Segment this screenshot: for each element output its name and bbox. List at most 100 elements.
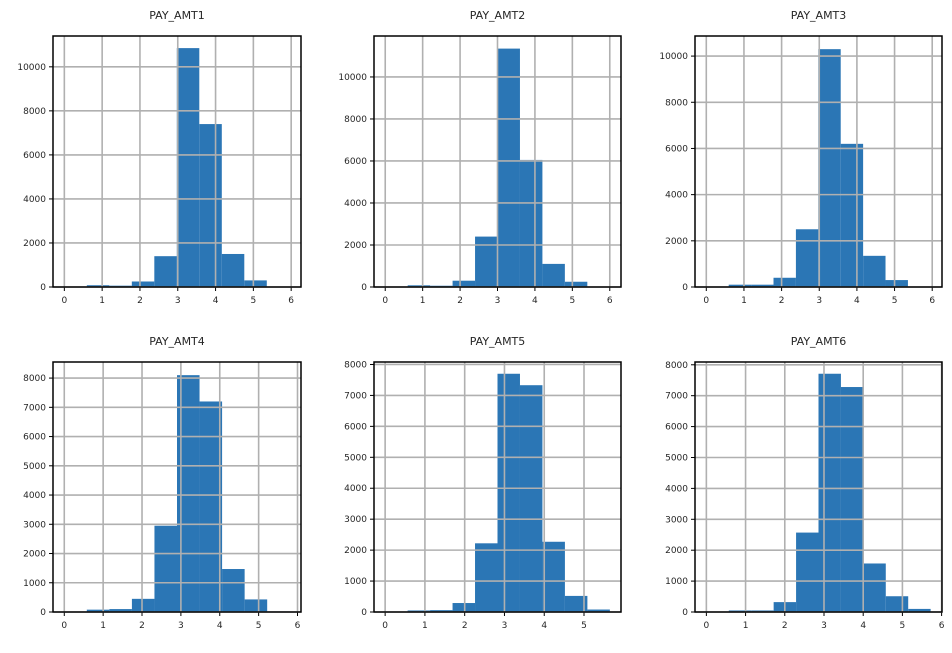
y-tick-label: 0: [361, 283, 367, 293]
y-tick-label: 5000: [344, 453, 367, 463]
histogram-bar: [520, 385, 542, 612]
histogram-bar: [886, 596, 908, 612]
x-tick-label: 2: [457, 296, 463, 306]
y-tick-label: 2000: [23, 550, 46, 560]
y-tick-label: 5000: [23, 462, 46, 472]
x-tick-label: 0: [382, 296, 388, 306]
histogram-bar: [841, 387, 863, 612]
histogram-bar: [542, 542, 564, 612]
y-tick-label: 8000: [665, 361, 688, 371]
x-tick-label: 6: [929, 296, 935, 306]
x-tick-label: 1: [420, 296, 426, 306]
y-tick-label: 0: [682, 283, 688, 293]
x-tick-label: 3: [816, 296, 822, 306]
y-tick-label: 8000: [344, 360, 367, 370]
y-tick-label: 6000: [344, 422, 367, 432]
x-tick-label: 1: [422, 621, 428, 631]
y-tick-label: 10000: [17, 63, 46, 73]
histogram-bar: [245, 599, 268, 612]
x-tick-label: 2: [779, 296, 785, 306]
x-tick-label: 2: [782, 621, 788, 631]
y-tick-label: 6000: [23, 433, 46, 443]
x-tick-label: 6: [607, 296, 613, 306]
y-tick-label: 2000: [344, 546, 367, 556]
x-tick-label: 5: [892, 296, 898, 306]
y-tick-label: 1000: [23, 579, 46, 589]
histogram-bar: [818, 49, 840, 287]
panel-title: PAY_AMT6: [791, 335, 847, 348]
y-tick-label: 3000: [665, 515, 688, 525]
histogram-bar: [154, 526, 177, 612]
y-tick-label: 0: [361, 608, 367, 618]
x-tick-label: 1: [99, 296, 105, 306]
x-tick-label: 6: [939, 621, 945, 631]
x-tick-label: 2: [139, 621, 145, 631]
y-tick-label: 7000: [665, 392, 688, 402]
histogram-bar: [542, 264, 564, 287]
x-tick-label: 6: [288, 296, 294, 306]
y-tick-label: 8000: [23, 374, 46, 384]
y-tick-label: 0: [40, 283, 46, 293]
y-tick-label: 7000: [23, 403, 46, 413]
x-tick-label: 0: [61, 621, 67, 631]
x-tick-label: 5: [581, 621, 587, 631]
y-tick-label: 7000: [344, 391, 367, 401]
y-tick-label: 2000: [344, 241, 367, 251]
y-tick-label: 8000: [344, 115, 367, 125]
x-tick-label: 3: [178, 621, 184, 631]
x-tick-label: 5: [256, 621, 262, 631]
x-tick-label: 1: [741, 296, 747, 306]
x-tick-label: 5: [250, 296, 256, 306]
y-tick-label: 10000: [659, 52, 688, 62]
x-tick-label: 0: [382, 621, 388, 631]
x-tick-label: 0: [704, 621, 710, 631]
x-tick-label: 4: [541, 621, 547, 631]
panel-title: PAY_AMT5: [470, 335, 526, 348]
y-tick-label: 0: [40, 608, 46, 618]
x-tick-label: 3: [821, 621, 827, 631]
histogram-bar: [863, 256, 885, 287]
x-tick-label: 1: [100, 621, 106, 631]
y-tick-label: 10000: [338, 73, 367, 83]
y-tick-label: 5000: [665, 453, 688, 463]
y-tick-label: 4000: [23, 491, 46, 501]
histogram-bar: [244, 280, 266, 287]
histogram-bar: [819, 374, 841, 612]
x-tick-label: 4: [854, 296, 860, 306]
histogram-bar: [796, 533, 818, 612]
histogram-bar: [453, 281, 475, 287]
y-tick-label: 1000: [344, 577, 367, 587]
x-tick-label: 4: [860, 621, 866, 631]
histogram-bar: [774, 278, 796, 287]
y-tick-label: 3000: [344, 515, 367, 525]
histogram-bar: [475, 543, 497, 612]
y-tick-label: 3000: [23, 520, 46, 530]
histogram-bar: [863, 563, 885, 612]
histogram-bar: [498, 374, 520, 612]
panel-title: PAY_AMT3: [791, 9, 847, 22]
x-tick-label: 2: [137, 296, 143, 306]
panel-title: PAY_AMT1: [149, 9, 205, 22]
histogram-bar: [475, 237, 497, 287]
histogram-bar: [199, 124, 221, 287]
y-tick-label: 6000: [665, 423, 688, 433]
y-tick-label: 4000: [23, 195, 46, 205]
x-tick-label: 0: [703, 296, 709, 306]
y-tick-label: 4000: [665, 484, 688, 494]
histogram-bar: [154, 256, 176, 287]
histogram-bar: [498, 49, 520, 287]
y-tick-label: 2000: [665, 546, 688, 556]
histogram-bar: [453, 603, 475, 612]
x-tick-label: 2: [462, 621, 468, 631]
histogram-bar: [796, 229, 818, 287]
histogram-bar: [841, 144, 863, 287]
x-tick-label: 1: [743, 621, 749, 631]
histogram-bar: [222, 569, 245, 612]
x-tick-label: 4: [217, 621, 223, 631]
y-tick-label: 8000: [23, 107, 46, 117]
